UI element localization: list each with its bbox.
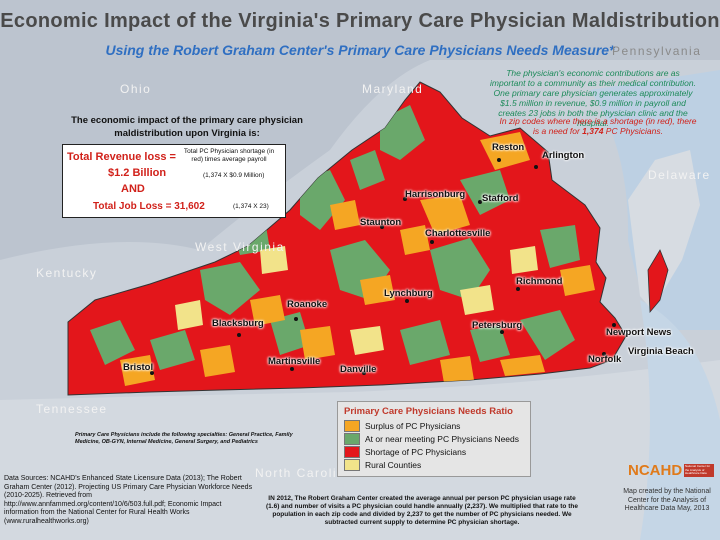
charlottesville-dot (430, 240, 434, 244)
city-lynchburg: Lynchburg (384, 288, 433, 299)
revenue-loss-label: Total Revenue loss = (67, 151, 176, 163)
region-pennsylvania: Pennsylvania (612, 44, 702, 58)
specialties-note: Primary Care Physicians include the foll… (75, 432, 293, 445)
shortage-note-prefix: In zip codes where there is a shortage (… (499, 116, 697, 136)
city-charlottesville: Charlottesville (425, 228, 491, 239)
stafford-dot (478, 200, 482, 204)
legend: Primary Care Physicians Needs Ratio Surp… (337, 401, 531, 477)
city-stafford: Stafford (482, 193, 519, 204)
city-staunton: Staunton (360, 217, 402, 228)
shortage-note-suffix: PC Physicians. (603, 126, 663, 136)
richmond-dot (516, 287, 520, 291)
and-label: AND (121, 183, 145, 195)
legend-item-rural: Rural Counties (344, 459, 421, 471)
city-harrisonburg: Harrisonburg (405, 189, 466, 200)
revenue-formula: (1,374 X $0.9 Million) (203, 172, 265, 179)
martinsville-dot (290, 367, 294, 371)
map-title: Economic Impact of the Virginia's Primar… (0, 10, 720, 32)
legend-label-surplus: Surplus of PC Physicians (365, 421, 461, 431)
legend-label-meeting: At or near meeting PC Physicians Needs (365, 434, 520, 444)
map-subtitle: Using the Robert Graham Center's Primary… (105, 42, 615, 58)
impact-heading: The economic impact of the primary care … (71, 115, 303, 139)
legend-swatch-meeting (344, 433, 360, 445)
city-norfolk: Norfolk (588, 354, 622, 365)
legend-label-shortage: Shortage of PC Physicians (365, 447, 467, 457)
city-petersburg: Petersburg (472, 320, 523, 331)
reston-dot (497, 158, 501, 162)
newport-news-dot (612, 323, 616, 327)
logo-text: NCAHD (628, 462, 683, 479)
legend-swatch-rural (344, 459, 360, 471)
city-virginia-beach: Virginia Beach (628, 346, 694, 357)
harrisonburg-dot (403, 197, 407, 201)
legend-swatch-surplus (344, 420, 360, 432)
data-sources: Data Sources: NCAHD's Enhanced State Lic… (4, 475, 253, 525)
roanoke-dot (294, 317, 298, 321)
city-reston: Reston (492, 142, 525, 153)
shortage-note: In zip codes where there is a shortage (… (498, 116, 698, 136)
lynchburg-dot (405, 299, 409, 303)
city-newport-news: Newport News (606, 327, 672, 338)
ncahd-logo: NCAHD National Center for the Analysis o… (620, 462, 714, 486)
revenue-value: $1.2 Billion (108, 167, 167, 179)
danville-dot (362, 371, 366, 375)
city-roanoke: Roanoke (287, 299, 328, 310)
legend-swatch-shortage (344, 446, 360, 458)
legend-item-surplus: Surplus of PC Physicians (344, 420, 460, 432)
job-formula: (1,374 X 23) (233, 203, 269, 210)
legend-label-rural: Rural Counties (365, 460, 422, 470)
shortage-count: 1,374 (582, 126, 604, 136)
blacksburg-dot (237, 333, 241, 337)
city-bristol: Bristol (123, 362, 154, 373)
map-credit: Map created by the National Center for t… (623, 488, 711, 512)
impact-box: Total Revenue loss = Total PC Physician … (62, 144, 286, 218)
methodology-note: IN 2012, The Robert Graham Center create… (266, 495, 578, 526)
region-maryland: Maryland (362, 82, 424, 96)
legend-title: Primary Care Physicians Needs Ratio (344, 406, 513, 417)
region-delaware: Delaware (648, 168, 711, 182)
arlington-dot (534, 165, 538, 169)
legend-item-shortage: Shortage of PC Physicians (344, 446, 466, 458)
logo-subtext: National Center for the Analysis of Heal… (684, 464, 714, 477)
petersburg-dot (500, 330, 504, 334)
norfolk-dot (602, 352, 606, 356)
region-tennessee: Tennessee (36, 402, 108, 416)
city-richmond: Richmond (516, 276, 563, 287)
city-danville: Danville (340, 364, 377, 375)
staunton-dot (380, 225, 384, 229)
region-north-carolina: North Carolina (255, 466, 354, 480)
city-blacksburg: Blacksburg (212, 318, 264, 329)
job-loss-label: Total Job Loss = 31,602 (93, 201, 205, 212)
region-west-virginia: West Virginia (195, 240, 285, 254)
region-ohio: Ohio (120, 82, 152, 96)
city-martinsville: Martinsville (268, 356, 321, 367)
revenue-explain: Total PC Physician shortage (in red) tim… (183, 148, 275, 163)
bristol-dot (150, 371, 154, 375)
region-kentucky: Kentucky (36, 266, 98, 280)
legend-item-meeting: At or near meeting PC Physicians Needs (344, 433, 519, 445)
city-arlington: Arlington (542, 150, 585, 161)
physician-contribution-note: The physician's economic contributions a… (490, 68, 696, 128)
